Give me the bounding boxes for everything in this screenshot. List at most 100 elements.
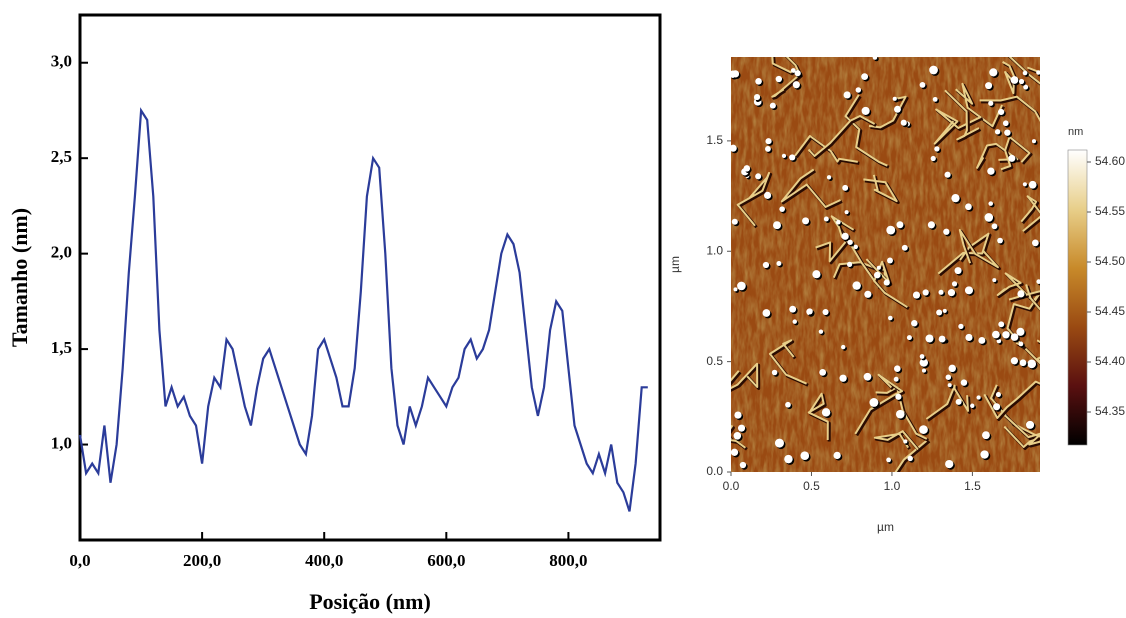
afm-image-chart: 0.0 0.5 1.0 1.5 0.0 0.5 1.0 1.5 µm µm nm 54.60 54.55… <box>668 57 1125 534</box>
particle <box>789 154 796 161</box>
particle <box>869 398 879 407</box>
particle <box>954 267 962 275</box>
particle <box>731 218 738 225</box>
particle <box>802 217 810 225</box>
particle <box>771 369 778 376</box>
particle <box>1018 78 1025 85</box>
fiber <box>958 229 999 269</box>
particle <box>987 167 995 175</box>
particle <box>1002 331 1010 339</box>
particle <box>819 368 827 376</box>
particle <box>765 146 771 152</box>
particle <box>821 408 831 417</box>
x-tick-label: 800,0 <box>549 551 587 570</box>
particle <box>737 281 746 291</box>
particle <box>1010 357 1019 365</box>
particle <box>1027 359 1037 369</box>
particle <box>887 257 893 264</box>
colorbar-tick-label: 54.45 <box>1095 304 1125 318</box>
particle <box>995 392 1001 398</box>
fiber <box>863 174 898 203</box>
particle <box>989 68 998 77</box>
fiber <box>990 384 1038 448</box>
particle <box>755 77 762 85</box>
colorbar <box>1067 149 1088 446</box>
particle <box>794 70 801 77</box>
y-axis-label: Tamanho (nm) <box>7 208 32 347</box>
particle <box>1036 279 1040 284</box>
x-tick-label: 0.0 <box>723 479 740 493</box>
particle <box>1004 129 1011 136</box>
fiber <box>944 89 980 141</box>
y-axis-label: µm <box>668 256 682 273</box>
particle <box>872 57 878 60</box>
particle <box>1031 139 1037 144</box>
y-tick-label: 2,5 <box>51 147 72 166</box>
y-tick-label: 1.0 <box>706 243 723 257</box>
particle <box>912 291 921 299</box>
particle <box>1010 333 1019 341</box>
line-chart: 0,0 200,0 400,0 600,0 800,0 1,0 1,5 2,0 2,5 3,0 Po… <box>7 13 662 614</box>
particle <box>818 329 824 334</box>
particle <box>886 457 891 463</box>
particle <box>895 393 902 400</box>
particle <box>833 451 841 460</box>
particle <box>895 409 905 419</box>
particle <box>901 244 908 251</box>
particle <box>978 337 986 344</box>
fiber <box>815 215 855 263</box>
particle <box>1026 420 1035 429</box>
colorbar-tick-label: 54.60 <box>1095 154 1125 168</box>
particle <box>826 175 832 180</box>
colorbar-tick-label: 54.50 <box>1095 254 1125 268</box>
particle <box>883 279 890 286</box>
particle <box>964 286 973 295</box>
particle <box>976 395 981 400</box>
data-line <box>78 107 648 512</box>
particle <box>988 100 994 106</box>
particle <box>852 281 861 290</box>
particle <box>900 119 907 126</box>
particle <box>919 82 926 88</box>
particle <box>970 403 975 408</box>
fiber <box>1002 61 1016 95</box>
particle <box>903 439 908 444</box>
particle <box>873 271 881 279</box>
particle <box>792 81 800 89</box>
particle <box>919 358 929 367</box>
fiber <box>768 339 808 385</box>
particle <box>911 319 918 327</box>
particle <box>731 70 740 78</box>
particle <box>930 155 936 162</box>
particle <box>965 203 972 211</box>
x-tick-label: 400,0 <box>305 551 343 570</box>
particle <box>985 82 993 90</box>
particle <box>785 401 791 408</box>
particle <box>769 102 776 109</box>
particle <box>841 344 846 350</box>
particle <box>781 153 787 158</box>
particle <box>1017 290 1025 298</box>
particle <box>994 129 1001 135</box>
y-tick-label: 3,0 <box>51 52 72 71</box>
particle <box>861 106 870 116</box>
particle <box>936 309 943 316</box>
particle <box>1016 327 1025 336</box>
fiber <box>1003 413 1040 446</box>
fiber <box>996 272 1031 299</box>
particle <box>993 403 1001 411</box>
particle <box>921 368 927 373</box>
particle <box>790 68 796 73</box>
x-tick-label: 600,0 <box>427 551 465 570</box>
particle <box>1002 120 1009 127</box>
particle <box>906 335 912 341</box>
fiber <box>780 168 841 208</box>
fiber <box>807 115 876 157</box>
particle <box>955 398 962 405</box>
particle <box>731 448 739 456</box>
particle <box>853 244 858 250</box>
particle <box>888 315 893 321</box>
particle <box>944 171 951 178</box>
particle <box>951 194 960 203</box>
fiber-shadow <box>772 57 796 76</box>
